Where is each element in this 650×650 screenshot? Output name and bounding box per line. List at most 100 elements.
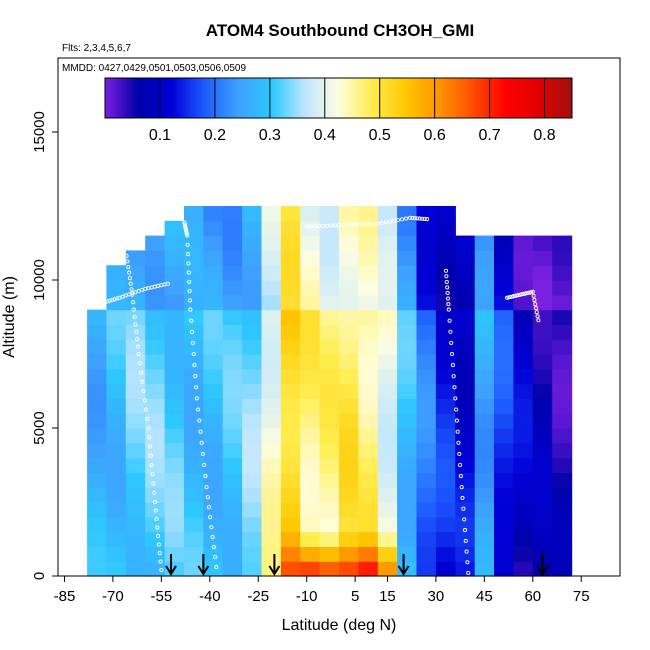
obs-point: [203, 474, 208, 479]
obs-point: [97, 301, 103, 306]
curtain-cell: [339, 561, 359, 577]
curtain-cell: [416, 294, 437, 311]
curtain-cell: [87, 516, 108, 533]
obs-point: [142, 398, 147, 403]
curtain-cell: [339, 206, 359, 222]
curtain-cell: [435, 442, 456, 459]
curtain-cell: [300, 339, 321, 355]
curtain-cell: [552, 546, 573, 562]
curtain-cell: [552, 280, 573, 296]
obs-point: [185, 233, 190, 238]
curtain-cell: [319, 383, 340, 399]
colorbar-swatch: [253, 78, 257, 118]
colorbar-swatch: [234, 78, 238, 118]
obs-point: [186, 270, 191, 275]
colorbar-swatch: [324, 78, 328, 118]
curtain-cell: [203, 309, 224, 325]
curtain-cell: [242, 516, 263, 533]
colorbar-swatch: [212, 78, 216, 118]
curtain-cell: [358, 413, 379, 429]
curtain-cell: [145, 265, 166, 281]
colorbar-swatch: [228, 78, 232, 118]
obs-point: [131, 307, 136, 312]
curtain-cell: [319, 368, 340, 385]
curtain-cell: [125, 428, 146, 444]
obs-point: [366, 222, 371, 227]
colorbar-swatch: [258, 78, 262, 118]
colorbar-swatch: [151, 78, 155, 118]
curtain-cell: [184, 413, 204, 429]
obs-point: [308, 224, 313, 229]
obs-point: [460, 495, 465, 500]
curtain-cell: [242, 354, 263, 370]
x-tick-label: 45: [476, 588, 493, 605]
curtain-cell: [145, 457, 166, 473]
curtain-cell: [280, 294, 301, 311]
colorbar-tick-label: 0.2: [204, 127, 226, 144]
curtain-cell: [513, 413, 534, 429]
curtain-cell: [339, 265, 359, 281]
curtain-cell: [494, 354, 514, 370]
obs-point: [196, 407, 201, 412]
curtain-cell: [455, 235, 476, 251]
curtain-cell: [377, 206, 398, 222]
obs-point: [105, 299, 110, 304]
colorbar-swatch: [492, 78, 496, 118]
colorbar-swatch: [121, 78, 125, 118]
obs-point: [157, 551, 162, 556]
obs-point: [124, 253, 129, 258]
curtain-cell: [106, 413, 127, 429]
obs-point: [127, 270, 132, 275]
colorbar-swatch: [566, 78, 570, 118]
colorbar-swatch: [250, 78, 254, 118]
curtain-cell: [280, 398, 301, 414]
colorbar-swatch: [308, 78, 312, 118]
obs-point: [213, 555, 218, 560]
colorbar-swatch: [165, 78, 169, 118]
curtain-cell: [552, 398, 573, 414]
curtain-cell: [145, 472, 166, 488]
curtain-cell: [164, 220, 185, 237]
curtain-cell: [300, 531, 321, 547]
curtain-cell: [513, 428, 534, 444]
curtain-cell: [416, 280, 437, 296]
colorbar-swatch: [289, 78, 293, 118]
obs-point: [148, 453, 153, 458]
curtain-cell: [261, 368, 282, 385]
curtain-cell: [261, 516, 282, 533]
curtain-cell: [242, 309, 263, 325]
curtain-cell: [513, 309, 534, 325]
curtain-cell: [222, 354, 243, 370]
curtain-cell: [532, 413, 553, 429]
curtain-cell: [106, 561, 127, 577]
curtain-cell: [455, 354, 476, 370]
curtain-cell: [474, 280, 495, 296]
colorbar-swatch: [286, 78, 290, 118]
curtain-cell: [358, 294, 379, 311]
curtain-cell: [494, 487, 514, 503]
y-tick-label: 0: [31, 572, 48, 580]
curtain-cell: [222, 502, 243, 518]
colorbar-swatch: [176, 78, 180, 118]
curtain-cell: [474, 324, 495, 340]
curtain-cell: [164, 472, 185, 488]
y-axis-title: Altitude (m): [1, 276, 18, 358]
curtain-cell: [242, 487, 263, 503]
curtain-cell: [339, 502, 359, 518]
obs-point: [328, 223, 333, 228]
curtain-cell: [242, 428, 263, 444]
curtain-cell: [300, 516, 321, 533]
curtain-cell: [164, 324, 185, 340]
curtain-cell: [106, 265, 127, 281]
obs-point: [465, 560, 470, 565]
curtain-cell: [455, 383, 476, 399]
obs-point: [202, 462, 207, 468]
curtain-cell: [494, 280, 514, 296]
colorbar-swatch: [495, 78, 499, 118]
curtain-cell: [164, 516, 185, 533]
curtain-cell: [242, 280, 263, 296]
curtain-cell: [106, 339, 127, 355]
curtain-cell: [416, 546, 437, 562]
obs-point: [136, 351, 141, 357]
curtain-cell: [125, 383, 146, 399]
